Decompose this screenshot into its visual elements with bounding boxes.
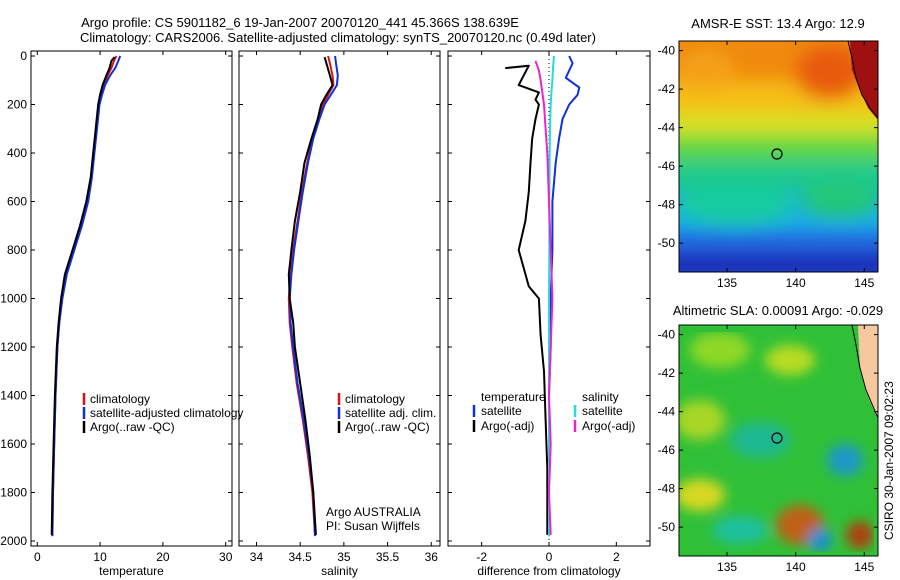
legend-label-sal-argo: Argo(-adj) bbox=[582, 419, 635, 433]
sla-map-frame bbox=[678, 324, 879, 557]
x-tick-label: 36 bbox=[425, 550, 439, 564]
x-tick-label: 0 bbox=[546, 550, 553, 564]
legend-label-argo: Argo(..raw -QC) bbox=[90, 420, 175, 434]
x-tick-label: 0 bbox=[34, 550, 41, 564]
map-y-tick-label: -48 bbox=[658, 482, 676, 496]
series-line-argo-raw-qc- bbox=[50, 56, 116, 535]
legend-title-salinity: salinity bbox=[582, 390, 619, 404]
map-y-tick-label: -40 bbox=[658, 328, 676, 342]
x-tick-label: 35.5 bbox=[376, 550, 400, 564]
map-y-tick-label: -42 bbox=[658, 82, 676, 96]
series-line-temperature-satellite bbox=[548, 55, 581, 537]
y-tick-label: 800 bbox=[7, 243, 27, 257]
salinity-legend: climatology satellite adj. clim. Argo(..… bbox=[326, 392, 436, 533]
sla-argo-marker bbox=[771, 432, 783, 444]
csiro-timestamp: CSIRO 30-Jan-2007 09:02:23 bbox=[882, 381, 896, 540]
legend-label-satellite: satellite-adjusted climatology bbox=[90, 406, 243, 420]
legend-label-temp-argo: Argo(-adj) bbox=[481, 419, 534, 433]
legend-label-climatology: climatology bbox=[90, 392, 150, 406]
map-x-tick-label: 145 bbox=[854, 560, 874, 574]
sst-argo-marker bbox=[771, 148, 783, 160]
y-tick-label: 1600 bbox=[0, 437, 27, 451]
argo-institution-label: Argo AUSTRALIA bbox=[326, 505, 421, 519]
salinity-axes-frame bbox=[238, 50, 441, 547]
difference-x-axis-label: difference from climatology bbox=[477, 564, 620, 578]
map-y-tick-label: -46 bbox=[658, 443, 676, 457]
map-y-tick-label: -48 bbox=[658, 198, 676, 212]
map-x-tick-label: 145 bbox=[854, 276, 874, 290]
map-y-tick-label: -50 bbox=[658, 236, 676, 250]
sst-map-title: AMSR-E SST: 13.4 Argo: 12.9 bbox=[691, 16, 864, 31]
series-line-temperature-argo-adj- bbox=[505, 64, 549, 535]
legend-label-temp-satellite: satellite bbox=[481, 404, 522, 418]
legend-label-argo: Argo(..raw -QC) bbox=[345, 420, 430, 434]
x-tick-label: 34 bbox=[250, 550, 264, 564]
x-tick-label: 30 bbox=[219, 550, 233, 564]
y-tick-label: 1400 bbox=[0, 389, 27, 403]
legend-title-temperature: temperature bbox=[481, 390, 546, 404]
temperature-panel: 0 200 400 600 800 1000 1200 1400 1600 1800 2000 0 10… bbox=[0, 49, 232, 578]
y-tick-label: 1000 bbox=[0, 292, 27, 306]
argo-pi-label: PI: Susan Wijffels bbox=[326, 519, 420, 533]
sla-map-title: Altimetric SLA: 0.00091 Argo: -0.029 bbox=[673, 303, 883, 318]
map-y-tick-label: -44 bbox=[658, 121, 676, 135]
series-line-salinity-argo-adj- bbox=[534, 60, 554, 535]
sst-map-axes: -40 -42 -44 -46 -48 -50 135 140 145 bbox=[658, 41, 878, 290]
x-tick-label: 2 bbox=[613, 550, 620, 564]
sla-map-axes: -40 -42 -44 -46 -48 -50 135 140 145 bbox=[658, 325, 878, 574]
map-x-tick-label: 140 bbox=[786, 560, 806, 574]
temperature-legend: climatology satellite-adjusted climatolo… bbox=[82, 392, 243, 434]
temperature-x-axis-label: temperature bbox=[99, 564, 164, 578]
map-x-tick-label: 140 bbox=[786, 276, 806, 290]
difference-legend: temperature satellite Argo(-adj) salinit… bbox=[472, 390, 635, 433]
sst-field bbox=[679, 41, 878, 272]
y-tick-label: 200 bbox=[7, 98, 27, 112]
y-tick-label: 1200 bbox=[0, 340, 27, 354]
series-line-argo-raw-qc- bbox=[287, 56, 334, 535]
map-x-tick-label: 135 bbox=[717, 560, 737, 574]
map-y-tick-label: -46 bbox=[658, 159, 676, 173]
x-tick-label: 10 bbox=[93, 550, 107, 564]
sst-map: AMSR-E SST: 13.4 Argo: 12.9 -40 -42 -44 -46… bbox=[658, 16, 879, 290]
legend-label-sal-satellite: satellite bbox=[582, 404, 623, 418]
y-tick-label: 1800 bbox=[0, 486, 27, 500]
salinity-panel: 34 34.5 35 35.5 36 salinity bbox=[238, 50, 441, 578]
x-tick-label: -2 bbox=[476, 550, 487, 564]
map-y-tick-label: -42 bbox=[658, 366, 676, 380]
legend-label-climatology: climatology bbox=[345, 392, 405, 406]
series-line-satellite-adjusted-climatology bbox=[51, 55, 122, 537]
y-tick-label: 400 bbox=[7, 146, 27, 160]
figure-title-line2: Climatology: CARS2006. Satellite-adjuste… bbox=[80, 30, 596, 45]
y-tick-label: 600 bbox=[7, 195, 27, 209]
y-tick-label: 0 bbox=[20, 49, 27, 63]
figure-title-line1: Argo profile: CS 5901182_6 19-Jan-2007 2… bbox=[81, 15, 519, 30]
x-tick-label: 34.5 bbox=[288, 550, 312, 564]
map-x-tick-label: 135 bbox=[717, 276, 737, 290]
x-tick-label: 35 bbox=[337, 550, 351, 564]
legend-label-satellite: satellite adj. clim. bbox=[345, 406, 436, 420]
x-tick-label: 20 bbox=[156, 550, 170, 564]
map-y-tick-label: -40 bbox=[658, 44, 676, 58]
sst-map-frame bbox=[678, 40, 879, 273]
sla-map: Altimetric SLA: 0.00091 Argo: -0.029 -40… bbox=[658, 303, 883, 574]
series-line-satellite-adj-clim- bbox=[288, 55, 339, 537]
map-y-tick-label: -50 bbox=[658, 520, 676, 534]
sla-field bbox=[679, 325, 878, 556]
salinity-x-axis-label: salinity bbox=[321, 564, 358, 578]
map-y-tick-label: -44 bbox=[658, 405, 676, 419]
y-tick-label: 2000 bbox=[0, 534, 27, 548]
